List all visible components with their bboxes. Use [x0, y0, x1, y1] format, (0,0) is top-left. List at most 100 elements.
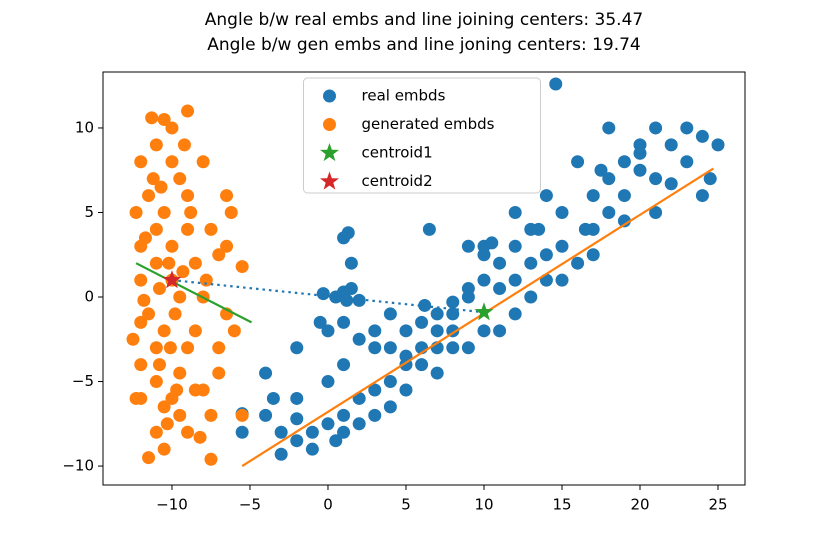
scatter-point [711, 138, 725, 152]
scatter-point [266, 391, 280, 405]
scatter-point [157, 400, 171, 414]
scatter-point [446, 307, 460, 321]
scatter-point [352, 417, 366, 431]
scatter-point [340, 293, 354, 307]
scatter-point [235, 408, 249, 422]
scatter-point [204, 408, 218, 422]
centroid-marker [474, 302, 494, 321]
plot-area [126, 77, 725, 467]
scatter-point [142, 307, 156, 321]
scatter-point [173, 366, 187, 380]
scatter-point [633, 146, 647, 160]
y-tick-label: −5 [72, 372, 94, 390]
scatter-point [555, 239, 569, 253]
legend-label: generated embds [362, 115, 495, 133]
scatter-point [173, 408, 187, 422]
scatter-point [352, 293, 366, 307]
scatter-point [305, 442, 319, 456]
scatter-point [142, 451, 156, 465]
scatter-point [368, 341, 382, 355]
scatter-point [193, 430, 207, 444]
scatter-point [368, 324, 382, 338]
scatter-point [137, 293, 151, 307]
scatter-point [430, 307, 444, 321]
scatter-point [274, 447, 288, 461]
scatter-point [461, 239, 475, 253]
scatter-point [422, 222, 436, 236]
scatter-point [181, 341, 195, 355]
scatter-point [461, 282, 475, 296]
legend-label: centroid1 [362, 144, 433, 162]
scatter-point [149, 256, 163, 270]
scatter-point [446, 341, 460, 355]
scatter-point [649, 205, 663, 219]
scatter-point [181, 189, 195, 203]
scatter-point [337, 425, 351, 439]
chart-title: Angle b/w real embs and line joining cen… [205, 10, 643, 30]
scatter-point [199, 273, 213, 287]
scatter-point [352, 332, 366, 346]
scatter-point [493, 256, 507, 270]
scatter-point [149, 138, 163, 152]
fit-line [135, 262, 253, 324]
scatter-point [163, 341, 177, 355]
scatter-point [368, 408, 382, 422]
scatter-point [446, 295, 460, 309]
scatter-point [149, 375, 163, 389]
legend-marker [323, 118, 336, 131]
scatter-point [415, 358, 429, 372]
scatter-point [313, 315, 327, 329]
scatter-point [664, 177, 678, 191]
scatter-point [149, 425, 163, 439]
scatter-point [173, 172, 187, 186]
scatter-point [126, 332, 140, 346]
scatter-point [149, 341, 163, 355]
scatter-point [152, 282, 166, 296]
scatter-point [129, 205, 143, 219]
scatter-point [321, 417, 335, 431]
scatter-point [539, 189, 553, 203]
scatter-point [508, 273, 522, 287]
scatter-point [493, 324, 507, 338]
legend-marker [323, 89, 336, 103]
scatter-point [399, 383, 413, 397]
scatter-point [477, 324, 491, 338]
scatter-point [571, 155, 585, 169]
scatter-point [134, 273, 148, 287]
x-tick-label: 0 [323, 496, 333, 514]
scatter-point [170, 383, 184, 397]
scatter-point [212, 341, 226, 355]
scatter-point [235, 260, 249, 274]
scatter-point [181, 104, 195, 118]
scatter-point [157, 205, 171, 219]
scatter-point [138, 231, 152, 245]
scatter-point [235, 425, 249, 439]
scatter-point [617, 214, 631, 228]
scatter-point [162, 256, 176, 270]
scatter-point [337, 408, 351, 422]
scatter-point [149, 222, 163, 236]
scatter-point [524, 256, 538, 270]
scatter-point [399, 324, 413, 338]
scatter-point [477, 248, 491, 262]
scatter-point [594, 163, 608, 177]
scatter-point [290, 434, 304, 448]
scatter-point [145, 111, 159, 125]
scatter-point [649, 172, 663, 186]
scatter-point [204, 452, 218, 466]
x-tick-label: −10 [156, 496, 188, 514]
scatter-point [329, 434, 343, 448]
scatter-point [204, 222, 218, 236]
scatter-point [649, 121, 663, 135]
scatter-point [430, 366, 444, 380]
x-tick-label: 20 [630, 496, 649, 514]
scatter-point [602, 172, 616, 186]
scatter-point [633, 163, 647, 177]
scatter-point [571, 256, 585, 270]
scatter-point [220, 189, 234, 203]
scatter-point [142, 189, 156, 203]
scatter-point [134, 358, 148, 372]
scatter-point [461, 341, 475, 355]
scatter-point [188, 324, 202, 338]
